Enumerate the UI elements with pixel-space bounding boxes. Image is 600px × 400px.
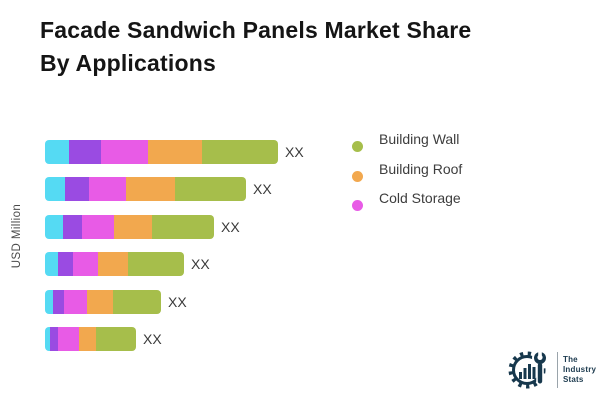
stacked-bar xyxy=(45,140,278,164)
bar-segment xyxy=(128,252,184,277)
bar-segment xyxy=(45,177,65,202)
bar-segment xyxy=(148,140,202,164)
bar-value-label: XX xyxy=(143,331,162,347)
bar-row-5: XX xyxy=(45,289,187,314)
legend-label: Cold Storage xyxy=(379,190,461,206)
legend-item-3: Cold Storage xyxy=(352,189,462,219)
stacked-bar xyxy=(45,177,246,202)
bar-segment xyxy=(45,289,53,314)
y-axis-label: USD Million xyxy=(11,203,23,269)
bar-row-6: XX xyxy=(45,327,162,351)
bar-segment xyxy=(58,252,73,277)
chart-title-line1: Facade Sandwich Panels Market Share xyxy=(40,17,472,43)
bar-segment xyxy=(58,327,79,351)
bar-segment xyxy=(45,327,50,351)
logo-word-industry: Industry xyxy=(563,365,597,374)
bar-segment xyxy=(50,327,58,351)
stacked-bar xyxy=(45,289,161,314)
legend: Building Wall Building Roof Cold Storage xyxy=(352,130,462,219)
bar-segment xyxy=(114,214,152,239)
bar-segment xyxy=(63,214,82,239)
bar-segment xyxy=(96,327,136,351)
legend-dot-icon xyxy=(352,200,363,211)
bar-value-label: XX xyxy=(253,181,272,198)
logo-word-the: The xyxy=(563,355,578,364)
brand-logo: The Industry Stats xyxy=(508,347,596,393)
bar-segment xyxy=(98,252,128,277)
bar-segment xyxy=(126,177,175,202)
legend-label: Building Wall xyxy=(379,131,460,147)
bar-segment xyxy=(101,140,148,164)
industry-stats-gear-wrench-icon xyxy=(508,349,548,389)
bar-segment xyxy=(87,289,113,314)
legend-item-2: Building Roof xyxy=(352,160,462,190)
bar-segment xyxy=(69,140,101,164)
legend-label: Building Roof xyxy=(379,160,463,177)
chart-title: Facade Sandwich Panels Market Share By A… xyxy=(40,14,471,80)
bar-segment xyxy=(53,289,64,314)
chart-title-line2: By Applications xyxy=(40,50,216,76)
bar-value-label: XX xyxy=(168,293,187,310)
legend-dot-icon xyxy=(352,141,363,152)
legend-item-1: Building Wall xyxy=(352,130,462,160)
stacked-bar xyxy=(45,327,136,351)
bar-segment xyxy=(65,177,89,202)
bar-row-4: XX xyxy=(45,252,210,277)
bar-segment xyxy=(89,177,126,202)
bar-segment xyxy=(113,289,161,314)
logo-wordmark: The Industry Stats xyxy=(563,355,596,385)
bar-row-2: XX xyxy=(45,177,272,202)
bar-segment xyxy=(45,140,69,164)
legend-dot-icon xyxy=(352,170,363,182)
bar-value-label: XX xyxy=(221,218,240,235)
bar-segment xyxy=(175,177,246,202)
bar-segment xyxy=(45,214,63,239)
bar-value-label: XX xyxy=(285,144,304,160)
bar-segment xyxy=(82,214,114,239)
bar-segment xyxy=(202,140,278,164)
bar-value-label: XX xyxy=(191,256,210,273)
bar-segment xyxy=(45,252,58,277)
logo-divider xyxy=(557,352,558,388)
bar-segment xyxy=(79,327,96,351)
bar-row-1: XX xyxy=(45,140,304,164)
stacked-bar xyxy=(45,214,214,239)
bar-row-3: XX xyxy=(45,214,240,239)
stacked-bar xyxy=(45,252,184,277)
logo-word-stats: Stats xyxy=(563,375,584,384)
bar-segment xyxy=(73,252,98,277)
bar-segment xyxy=(152,214,214,239)
bar-segment xyxy=(64,289,87,314)
